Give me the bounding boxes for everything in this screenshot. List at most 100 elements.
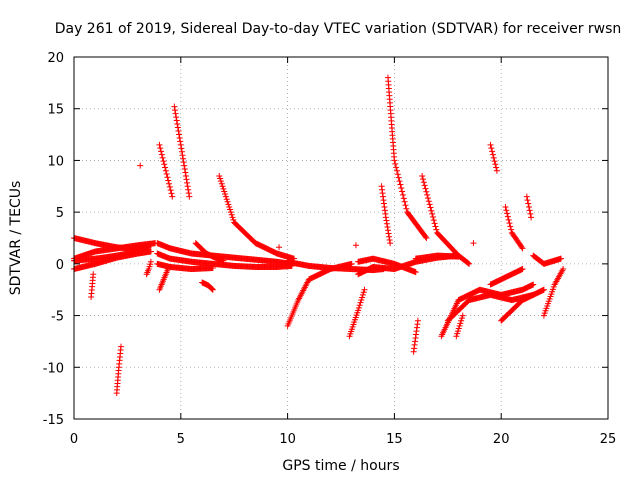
data-point bbox=[385, 230, 392, 237]
series-arc-18 bbox=[276, 244, 283, 251]
series-arc-19 bbox=[284, 260, 355, 329]
data-point bbox=[528, 214, 535, 221]
data-point bbox=[422, 185, 429, 192]
data-point bbox=[226, 203, 233, 210]
series-arc-09 bbox=[156, 266, 171, 293]
data-point bbox=[185, 190, 192, 197]
data-point bbox=[524, 197, 531, 204]
series-arc-32 bbox=[453, 312, 466, 340]
data-point bbox=[348, 260, 355, 267]
data-point bbox=[361, 286, 368, 293]
series-arc-21 bbox=[346, 286, 368, 340]
data-point bbox=[220, 185, 227, 192]
data-point bbox=[178, 145, 185, 152]
data-point bbox=[163, 171, 170, 178]
data-point bbox=[423, 235, 430, 241]
data-point bbox=[180, 155, 187, 162]
data-point bbox=[459, 312, 466, 319]
data-point bbox=[359, 294, 366, 301]
series-arc-17 bbox=[199, 279, 216, 293]
data-point bbox=[525, 200, 532, 207]
data-point bbox=[430, 217, 437, 224]
data-point bbox=[182, 169, 189, 176]
data-point bbox=[394, 171, 401, 178]
data-point bbox=[173, 117, 180, 124]
data-point bbox=[217, 175, 224, 182]
data-point bbox=[530, 281, 537, 288]
data-point bbox=[502, 203, 509, 210]
data-point bbox=[227, 206, 234, 213]
data-point bbox=[172, 110, 179, 117]
data-point bbox=[558, 255, 565, 262]
data-point bbox=[489, 148, 496, 155]
series-arc-14 bbox=[154, 260, 216, 273]
data-point bbox=[221, 188, 228, 195]
data-point bbox=[358, 297, 365, 304]
data-point bbox=[429, 210, 436, 217]
data-point bbox=[424, 195, 431, 202]
data-point bbox=[90, 271, 97, 278]
data-point bbox=[217, 178, 224, 185]
data-point bbox=[423, 188, 430, 195]
data-point bbox=[164, 174, 171, 181]
data-point bbox=[176, 134, 183, 141]
data-point bbox=[227, 209, 234, 216]
data-point bbox=[386, 236, 393, 243]
x-axis-label: GPS time / hours bbox=[282, 458, 399, 474]
y-tick-label: -15 bbox=[43, 413, 64, 428]
series-arc-37 bbox=[498, 286, 547, 324]
data-point bbox=[518, 244, 525, 251]
y-tick-label: 0 bbox=[56, 258, 64, 273]
series-arc-07 bbox=[137, 162, 144, 169]
data-point bbox=[492, 161, 499, 168]
plot-frame bbox=[73, 56, 609, 420]
data-points bbox=[71, 74, 567, 397]
data-point bbox=[433, 226, 440, 233]
data-point bbox=[403, 205, 410, 212]
x-tick-label: 25 bbox=[600, 432, 617, 447]
data-point bbox=[223, 196, 230, 203]
data-point bbox=[519, 245, 526, 252]
data-point bbox=[504, 213, 511, 220]
data-point bbox=[527, 210, 534, 217]
series-arc-06 bbox=[113, 343, 124, 397]
data-point bbox=[182, 172, 189, 179]
data-point bbox=[399, 191, 406, 198]
data-point bbox=[400, 195, 407, 202]
data-point bbox=[383, 220, 390, 227]
data-point bbox=[487, 141, 494, 148]
data-point bbox=[420, 179, 427, 186]
series-arc-15 bbox=[192, 240, 227, 264]
data-point bbox=[218, 180, 225, 187]
series-arc-05 bbox=[88, 271, 97, 300]
data-point bbox=[173, 114, 180, 121]
data-point bbox=[393, 164, 400, 171]
data-point bbox=[491, 158, 498, 165]
data-point bbox=[425, 198, 432, 205]
y-tick-labels: -15 -10 -5 0 5 10 15 20 bbox=[43, 51, 64, 428]
data-point bbox=[454, 328, 461, 335]
series-arc-31 bbox=[444, 291, 537, 324]
series-arc-36 bbox=[487, 266, 526, 288]
data-point bbox=[456, 322, 463, 329]
data-point bbox=[174, 124, 181, 131]
data-point bbox=[184, 179, 191, 186]
data-point bbox=[177, 141, 184, 148]
data-point bbox=[421, 182, 428, 189]
series-arc-35 bbox=[502, 203, 526, 252]
data-point bbox=[159, 154, 166, 161]
data-point bbox=[359, 291, 366, 298]
data-point bbox=[184, 183, 191, 190]
data-point bbox=[161, 161, 168, 168]
data-point bbox=[393, 167, 400, 174]
data-point bbox=[466, 260, 473, 267]
data-point bbox=[162, 167, 169, 174]
series-arc-40 bbox=[540, 266, 567, 319]
data-point bbox=[176, 131, 183, 138]
data-point bbox=[396, 178, 403, 185]
data-point bbox=[166, 183, 173, 190]
data-point bbox=[156, 141, 163, 148]
chart-title: Day 261 of 2019, Sidereal Day-to-day VTE… bbox=[55, 21, 622, 37]
data-point bbox=[174, 121, 181, 128]
data-point bbox=[228, 211, 235, 218]
